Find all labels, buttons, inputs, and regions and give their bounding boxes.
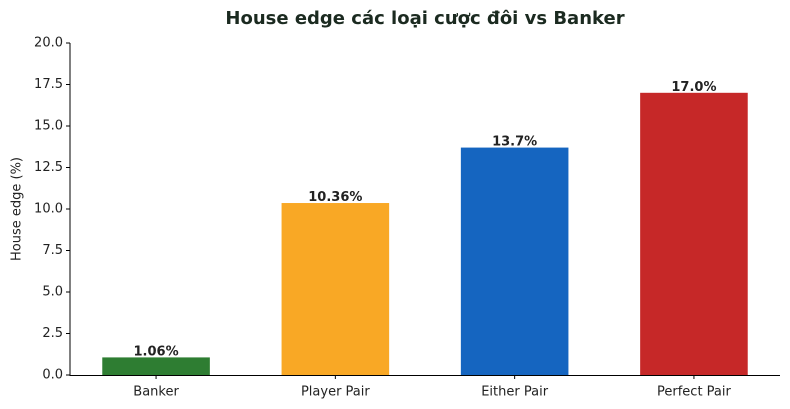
bar	[281, 203, 390, 375]
y-tick-label: 12.5	[34, 160, 63, 175]
x-tick-label: Perfect Pair	[657, 385, 732, 400]
y-tick-label: 0.0	[42, 368, 63, 383]
value-label: 13.7%	[492, 135, 537, 150]
x-tick-label: Player Pair	[301, 385, 370, 400]
chart-title: House edge các loại cược đôi vs Banker	[225, 8, 624, 29]
y-tick-label: 2.5	[42, 326, 63, 341]
value-label: 1.06%	[134, 344, 179, 359]
bar	[640, 92, 748, 376]
y-tick-label: 17.5	[34, 77, 63, 92]
value-label: 10.36%	[308, 190, 362, 205]
x-tick-label: Banker	[133, 385, 179, 400]
y-axis-label: House edge (%)	[10, 157, 25, 261]
y-tick-label: 5.0	[42, 285, 63, 300]
y-tick-label: 10.0	[34, 202, 63, 217]
bar	[102, 357, 210, 375]
y-tick-label: 15.0	[34, 119, 63, 134]
x-tick-label: Either Pair	[481, 385, 548, 400]
y-tick-label: 20.0	[34, 36, 63, 51]
bar	[460, 147, 569, 375]
value-label: 17.0%	[671, 80, 716, 95]
y-tick-label: 7.5	[42, 243, 63, 258]
